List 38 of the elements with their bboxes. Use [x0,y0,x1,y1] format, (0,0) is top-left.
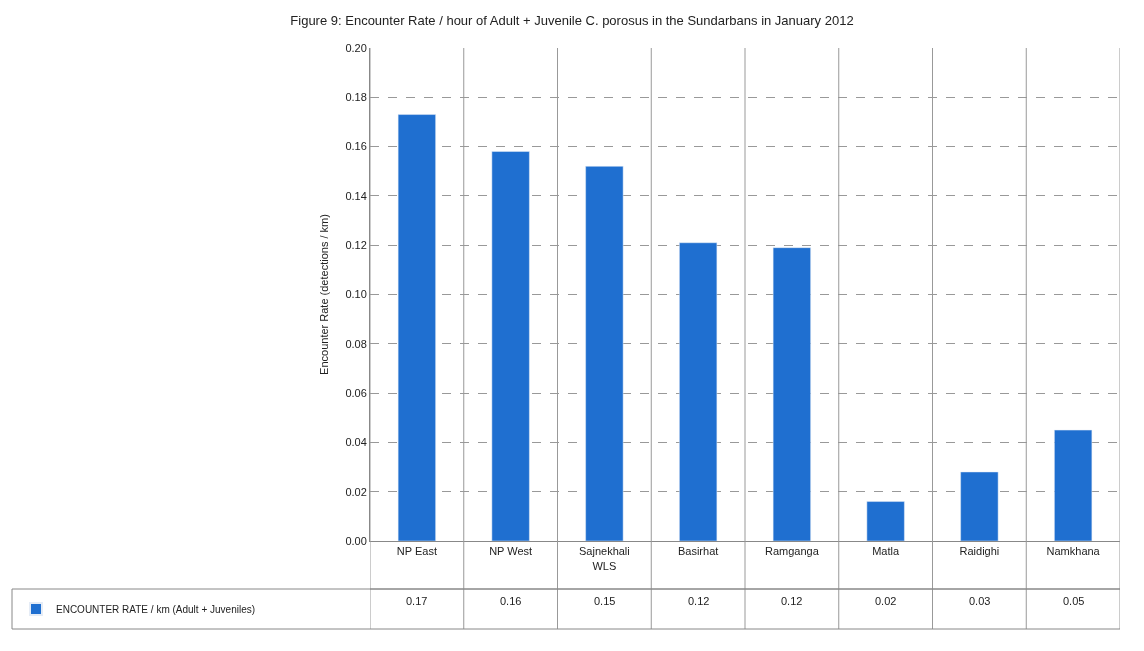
x-tick-label: NP East [396,545,437,558]
y-axis-title: Encounter Rate (detections / km) [318,214,331,375]
text: 0.20 [345,41,367,54]
data-label: 0.12 [688,595,710,607]
text: 0.14 [345,189,367,202]
text: 0.18 [345,91,367,104]
data-label: 0.05 [1063,595,1085,607]
chart-title: Figure 9: Encounter Rate / hour of Adult + Juvenile C. porosus in the Sundarbans in January 2012 [290,13,854,29]
bar [1054,429,1093,541]
data-label: 0.12 [781,595,803,607]
text: 0.16 [345,140,367,153]
data-label: 0.03 [969,595,991,607]
x-tick-label: Ramganga [764,545,820,558]
bar [491,151,530,541]
legend-label: ENCOUNTER RATE / km (Adult + Juveniles) [56,603,256,615]
bar [679,242,718,541]
data-label: 0.15 [594,595,616,607]
bar [866,501,905,541]
text: 0.12 [345,239,367,252]
data-label: 0.16 [500,595,522,607]
bar [772,247,811,541]
x-tick-label: Sajnekhali WLS [579,545,630,572]
text: 0.10 [345,288,367,301]
x-tick-label: Matla [872,545,900,558]
x-tick-label: Basirhat [677,545,719,558]
x-tick-label: Namkhana [1046,545,1101,558]
text: 0.00 [345,534,367,547]
x-tick-label: Raidighi [959,545,1000,558]
bar [585,166,624,541]
text: 0.08 [345,337,367,350]
bar [960,471,999,541]
x-tick-label: NP West [489,545,533,558]
data-label: 0.17 [406,595,428,607]
bar [397,114,436,541]
text: 0.02 [345,485,367,498]
text: 0.04 [345,436,367,449]
data-label: 0.02 [875,595,897,607]
text: 0.06 [345,386,367,399]
